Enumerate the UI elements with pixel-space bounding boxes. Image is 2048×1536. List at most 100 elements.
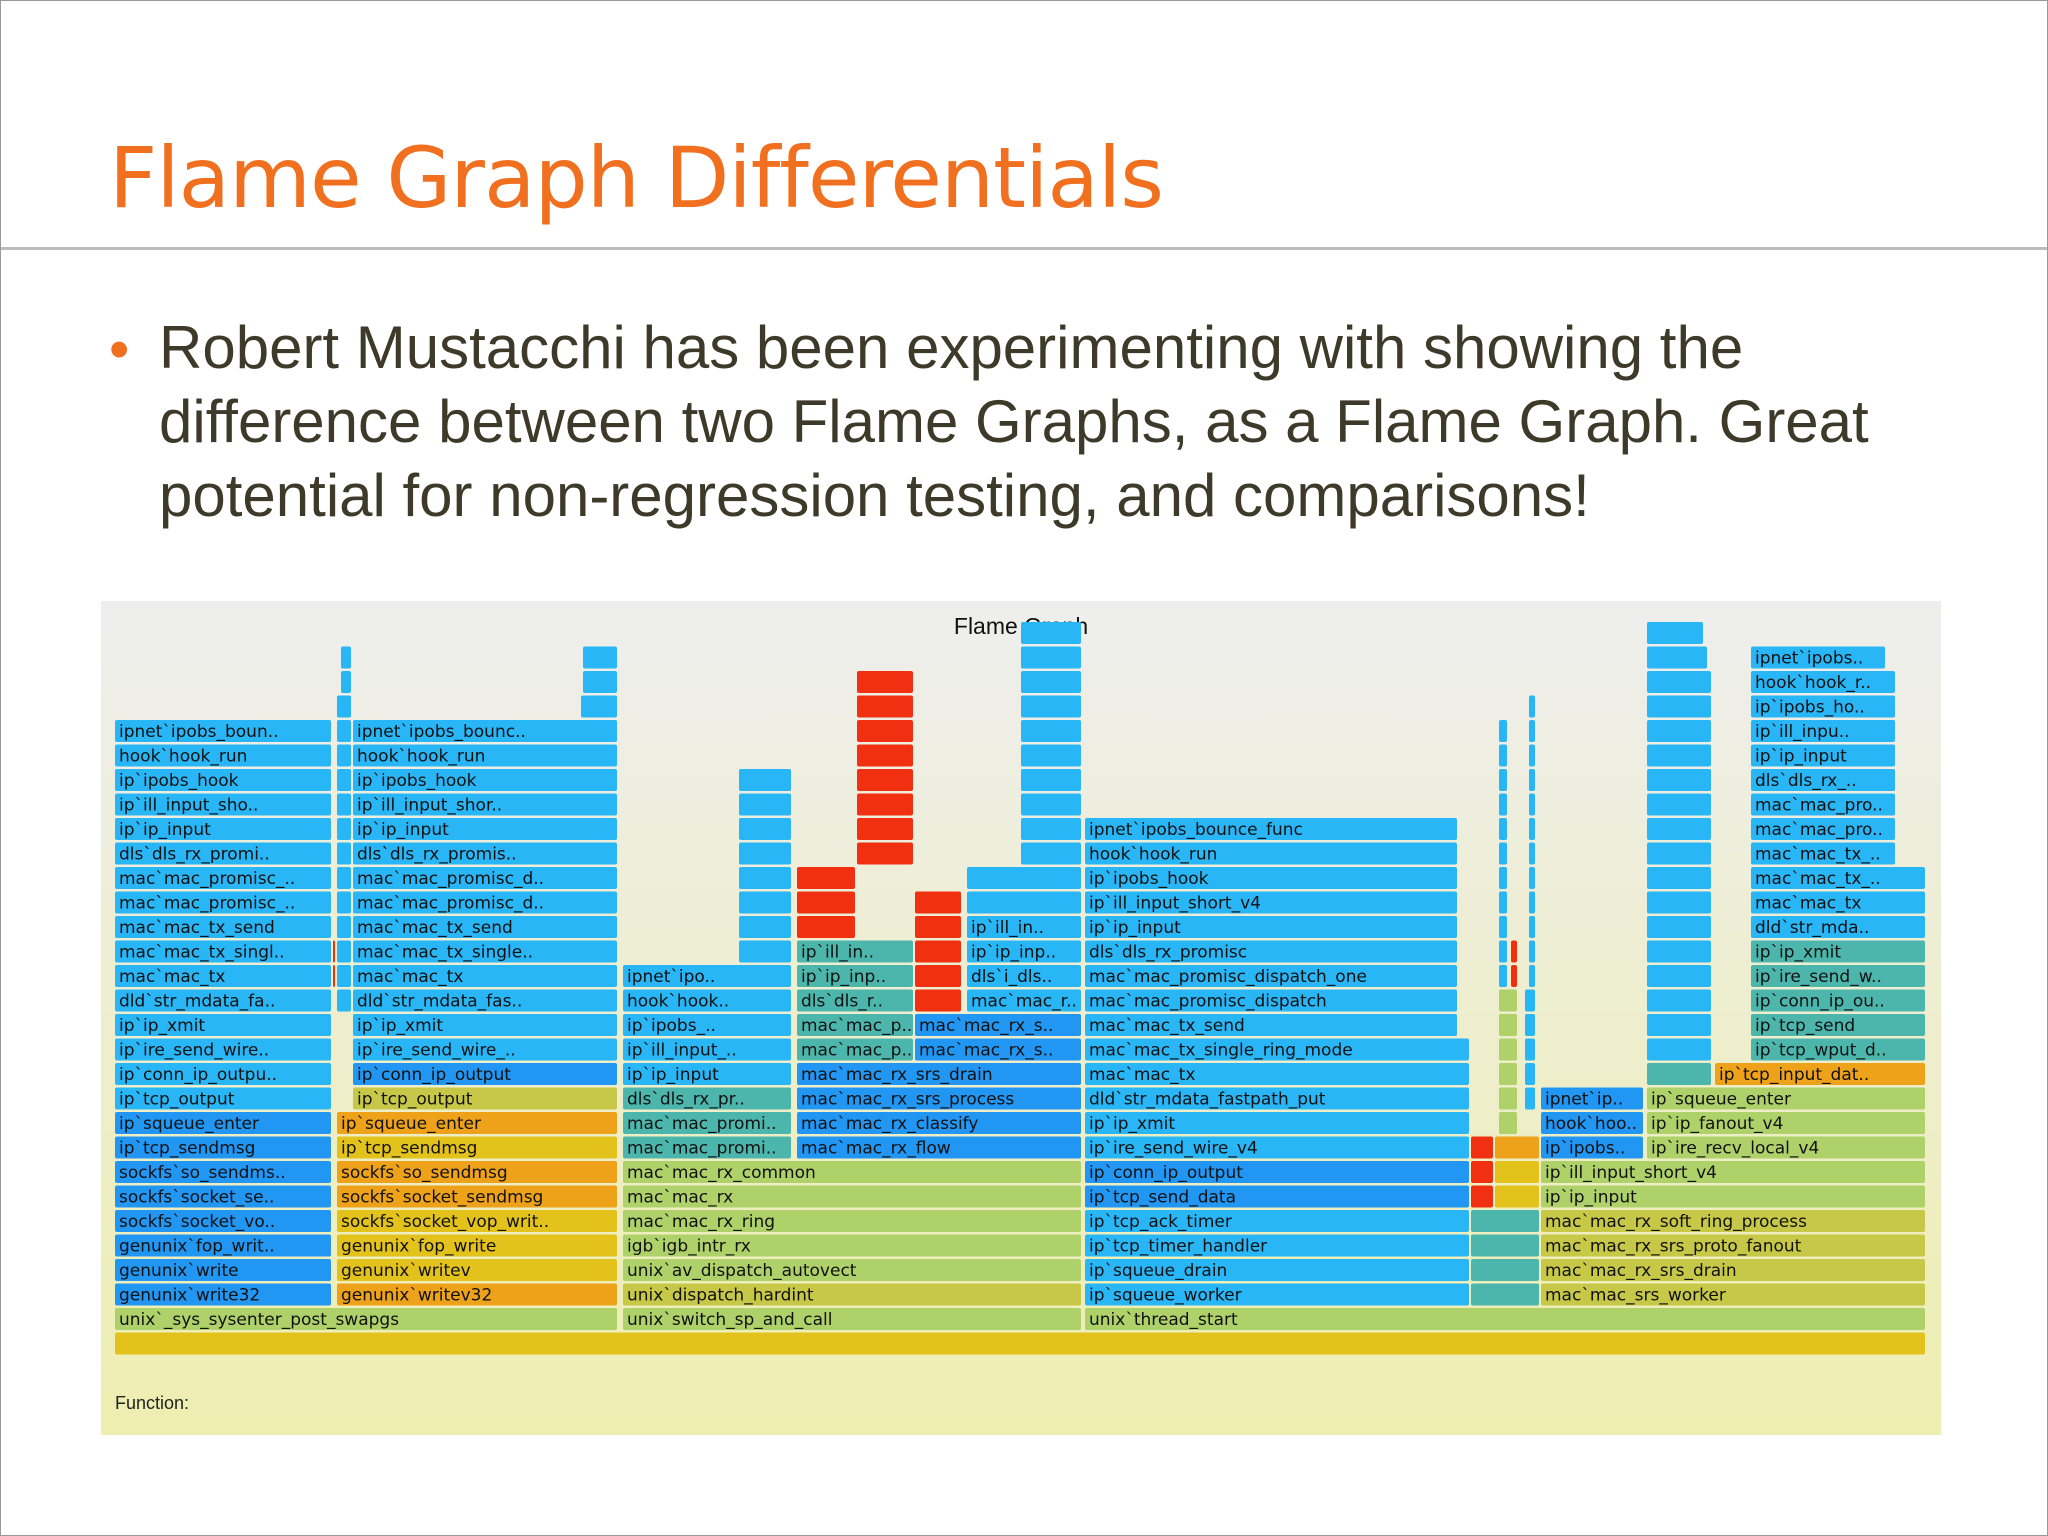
stack-frame[interactable]: mac`mac_rx_common	[623, 1161, 1081, 1183]
stack-frame[interactable]	[1471, 1283, 1539, 1306]
stack-frame-bar[interactable]	[623, 989, 791, 1012]
stack-frame[interactable]	[1471, 1234, 1539, 1257]
stack-frame-bar[interactable]	[337, 867, 351, 889]
stack-frame-bar[interactable]	[337, 891, 351, 914]
stack-frame[interactable]: sockfs`socket_se..	[115, 1185, 331, 1208]
stack-frame-bar[interactable]	[797, 1112, 1081, 1134]
stack-frame-bar[interactable]	[857, 671, 913, 693]
stack-frame[interactable]: hook`hoo..	[1541, 1112, 1643, 1134]
stack-frame[interactable]	[1471, 1259, 1539, 1281]
stack-frame[interactable]: mac`mac_r..	[967, 989, 1081, 1012]
stack-frame-bar[interactable]	[1541, 1136, 1643, 1159]
stack-frame-bar[interactable]	[1499, 793, 1507, 816]
stack-frame-bar[interactable]	[353, 867, 617, 889]
stack-frame-bar[interactable]	[1085, 1063, 1469, 1085]
stack-frame[interactable]	[739, 891, 791, 914]
stack-frame-bar[interactable]	[623, 1308, 1081, 1330]
stack-frame-bar[interactable]	[115, 1308, 617, 1330]
stack-frame-bar[interactable]	[115, 842, 331, 865]
stack-frame[interactable]: sockfs`so_sendmsg	[337, 1161, 617, 1183]
stack-frame-bar[interactable]	[623, 1283, 1081, 1306]
stack-frame[interactable]: mac`mac_promisc_..	[115, 867, 331, 889]
stack-frame-bar[interactable]	[967, 891, 1081, 914]
stack-frame-bar[interactable]	[739, 916, 791, 938]
stack-frame-bar[interactable]	[115, 1185, 331, 1208]
stack-frame[interactable]: ip`ip_fanout_v4	[1647, 1112, 1925, 1134]
stack-frame[interactable]	[1511, 965, 1517, 987]
stack-frame[interactable]: ip`ire_send_wire..	[115, 1038, 331, 1061]
stack-frame[interactable]: ip`ire_send_wire_v4	[1085, 1136, 1469, 1159]
stack-frame[interactable]: ip`ill_inpu..	[1751, 720, 1895, 742]
stack-frame-bar[interactable]	[1751, 695, 1895, 718]
stack-frame[interactable]	[341, 646, 351, 669]
stack-frame[interactable]: mac`mac_rx_srs_proto_fanout	[1541, 1234, 1925, 1257]
stack-frame-bar[interactable]	[583, 646, 617, 669]
stack-frame[interactable]	[915, 940, 961, 963]
stack-frame[interactable]	[1529, 842, 1535, 865]
stack-frame-bar[interactable]	[353, 1063, 617, 1085]
stack-frame-bar[interactable]	[915, 891, 961, 914]
stack-frame[interactable]: mac`mac_tx_send	[353, 916, 617, 938]
stack-frame-bar[interactable]	[353, 720, 617, 742]
stack-frame-bar[interactable]	[915, 989, 961, 1012]
stack-frame-bar[interactable]	[797, 1014, 913, 1036]
stack-frame[interactable]: dls`dls_r..	[797, 989, 913, 1012]
stack-frame-bar[interactable]	[1647, 646, 1707, 669]
stack-frame-bar[interactable]	[353, 989, 617, 1012]
stack-frame[interactable]: mac`mac_tx_..	[1751, 842, 1895, 865]
stack-frame-bar[interactable]	[337, 769, 351, 791]
stack-frame[interactable]	[341, 671, 351, 693]
stack-frame-bar[interactable]	[1021, 842, 1081, 865]
stack-frame[interactable]	[337, 965, 351, 987]
stack-frame-bar[interactable]	[797, 1063, 1081, 1085]
stack-frame[interactable]: ip`ip_xmit	[1751, 940, 1925, 963]
stack-frame[interactable]: ip`squeue_drain	[1085, 1259, 1469, 1281]
stack-frame-bar[interactable]	[1525, 1014, 1535, 1036]
stack-frame-bar[interactable]	[1499, 744, 1507, 767]
stack-frame[interactable]: ip`ire_recv_local_v4	[1647, 1136, 1925, 1159]
stack-frame[interactable]	[1499, 842, 1507, 865]
stack-frame-bar[interactable]	[1647, 622, 1703, 644]
stack-frame-bar[interactable]	[1525, 1087, 1535, 1110]
stack-frame-bar[interactable]	[797, 916, 855, 938]
stack-frame[interactable]: dld`str_mdata_fa..	[115, 989, 331, 1012]
stack-frame[interactable]	[337, 695, 351, 718]
stack-frame[interactable]: ip`tcp_timer_handler	[1085, 1234, 1469, 1257]
stack-frame-bar[interactable]	[1751, 720, 1895, 742]
stack-frame[interactable]	[1647, 622, 1703, 644]
stack-frame-bar[interactable]	[1085, 1259, 1469, 1281]
stack-frame[interactable]	[581, 695, 617, 718]
stack-frame-bar[interactable]	[1647, 867, 1711, 889]
stack-frame-bar[interactable]	[1751, 1014, 1925, 1036]
stack-frame-bar[interactable]	[1471, 1210, 1539, 1232]
stack-frame[interactable]: mac`mac_promisc_d..	[353, 891, 617, 914]
stack-frame[interactable]	[1511, 940, 1517, 963]
stack-frame-bar[interactable]	[337, 1112, 617, 1134]
stack-frame[interactable]: dls`dls_rx_promisc	[1085, 940, 1457, 963]
stack-frame[interactable]: unix`thread_start	[1085, 1308, 1925, 1330]
stack-frame-bar[interactable]	[1751, 940, 1925, 963]
stack-frame[interactable]	[1647, 695, 1711, 718]
stack-frame-bar[interactable]	[1751, 793, 1895, 816]
stack-frame[interactable]	[797, 916, 855, 938]
stack-frame[interactable]: ip`ipobs_ho..	[1751, 695, 1895, 718]
stack-frame-bar[interactable]	[1751, 916, 1925, 938]
stack-frame[interactable]	[1021, 818, 1081, 840]
stack-frame-bar[interactable]	[337, 842, 351, 865]
stack-frame[interactable]: mac`mac_tx	[115, 965, 331, 987]
stack-frame-bar[interactable]	[337, 965, 351, 987]
stack-frame[interactable]: mac`mac_promisc_dispatch	[1085, 989, 1457, 1012]
stack-frame-bar[interactable]	[1471, 1161, 1493, 1183]
stack-frame[interactable]: sockfs`socket_vop_writ..	[337, 1210, 617, 1232]
stack-frame-bar[interactable]	[1647, 744, 1711, 767]
stack-frame-bar[interactable]	[1499, 720, 1507, 742]
stack-frame-bar[interactable]	[623, 1161, 1081, 1183]
stack-frame-bar[interactable]	[337, 989, 351, 1012]
stack-frame-bar[interactable]	[115, 867, 331, 889]
stack-frame[interactable]	[739, 818, 791, 840]
stack-frame[interactable]	[337, 720, 351, 742]
stack-frame[interactable]: ip`squeue_worker	[1085, 1283, 1469, 1306]
stack-frame-bar[interactable]	[967, 989, 1081, 1012]
stack-frame-bar[interactable]	[1499, 1112, 1517, 1134]
stack-frame-bar[interactable]	[1647, 965, 1711, 987]
